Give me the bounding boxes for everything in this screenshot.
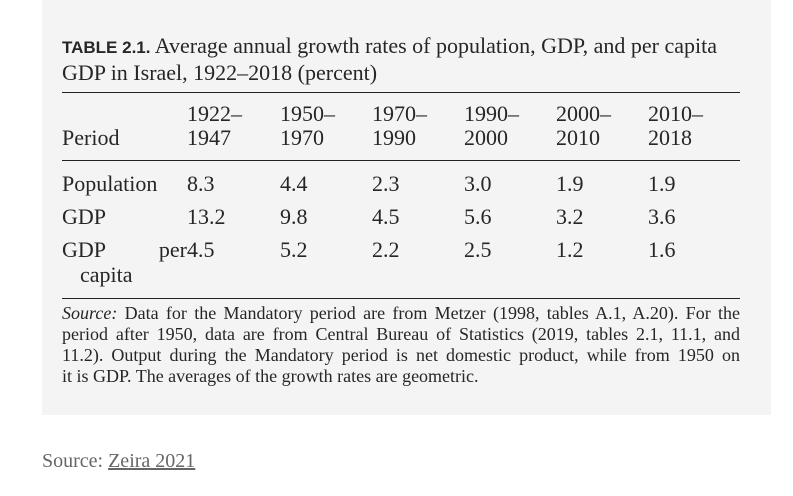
table-cell: 1.9 <box>648 171 676 196</box>
column-header-start: 1970– <box>372 101 427 126</box>
column-header-start: 2010– <box>648 101 703 126</box>
note-line: it is GDP. The averages of the growth ra… <box>62 366 479 386</box>
column-header-end: 1947 <box>187 125 231 150</box>
column-header-start: 1990– <box>464 101 519 126</box>
row-label: GDP <box>62 204 107 229</box>
table-cell: 1.6 <box>648 233 740 299</box>
note-text: Data for the Mandatory period are from M… <box>124 303 740 323</box>
column-header-end: 2000 <box>464 125 508 150</box>
table-note: Source: Data for the Mandatory period ar… <box>62 303 740 387</box>
column-header-end: 1970 <box>280 125 324 150</box>
table-cell: 8.3 <box>187 171 215 196</box>
column-header: 1950– 1970 <box>280 92 372 161</box>
column-header-start: 1922– <box>187 101 242 126</box>
table-cell: 9.8 <box>280 204 308 229</box>
column-header: 1922– 1947 <box>187 92 280 161</box>
table-cell: 4.5 <box>187 233 280 299</box>
note-source-label: Source: <box>62 303 118 323</box>
note-line: Source: Data for the Mandatory period ar… <box>62 303 740 324</box>
table-label: TABLE 2.1. <box>62 38 151 57</box>
table-cell: 3.0 <box>464 171 492 196</box>
source-link[interactable]: Zeira 2021 <box>108 450 196 472</box>
column-header: 2000– 2010 <box>556 92 648 161</box>
table-cell: 5.2 <box>280 233 372 299</box>
column-header-start: 2000– <box>556 101 611 126</box>
table-cell: 2.5 <box>464 233 556 299</box>
table-cell: 1.9 <box>556 171 584 196</box>
table-cell: 1.2 <box>556 233 648 299</box>
table-cell: 2.3 <box>372 171 400 196</box>
note-line: 11.2). Output during the Mandatory perio… <box>62 345 740 365</box>
table-cell: 13.2 <box>187 204 226 229</box>
column-header: 2010– 2018 <box>648 92 740 161</box>
table-title: TABLE 2.1. Average annual growth rates o… <box>62 33 740 85</box>
source-credit-prefix: Source: <box>42 450 104 472</box>
column-header: 1970– 1990 <box>372 92 464 161</box>
header-row: Period 1922– 1947 1950– 1970 1970– 1990 199… <box>62 92 740 161</box>
table-row: GDP 13.2 9.8 4.5 5.6 3.2 3.6 <box>62 200 740 233</box>
table-cell: 3.6 <box>648 204 676 229</box>
table-cell: 4.4 <box>280 171 308 196</box>
table-cell: 2.2 <box>372 233 464 299</box>
column-header-end: 2010 <box>556 125 600 150</box>
table-cell: 4.5 <box>372 204 400 229</box>
table-row: Population 8.3 4.4 2.3 3.0 1.9 1.9 <box>62 161 740 201</box>
table-panel: TABLE 2.1. Average annual growth rates o… <box>42 0 771 415</box>
table-cell: 5.6 <box>464 204 492 229</box>
row-label: GDP per capita <box>62 233 187 299</box>
column-header: 1990– 2000 <box>464 92 556 161</box>
growth-rates-table: Period 1922– 1947 1950– 1970 1970– 1990 199… <box>62 92 740 299</box>
table-row: GDP per capita 4.5 5.2 2.2 2.5 1.2 1.6 <box>62 233 740 299</box>
period-header: Period <box>62 92 187 161</box>
table-cell: 3.2 <box>556 204 584 229</box>
source-credit: Source: Zeira 2021 <box>42 449 195 473</box>
column-header-start: 1950– <box>280 101 335 126</box>
table-title-text: Average annual growth rates of populatio… <box>62 33 718 85</box>
column-header-end: 1990 <box>372 125 416 150</box>
column-header-end: 2018 <box>648 125 692 150</box>
row-label: Population <box>62 171 158 196</box>
note-line: period after 1950, data are from Central… <box>62 324 740 344</box>
